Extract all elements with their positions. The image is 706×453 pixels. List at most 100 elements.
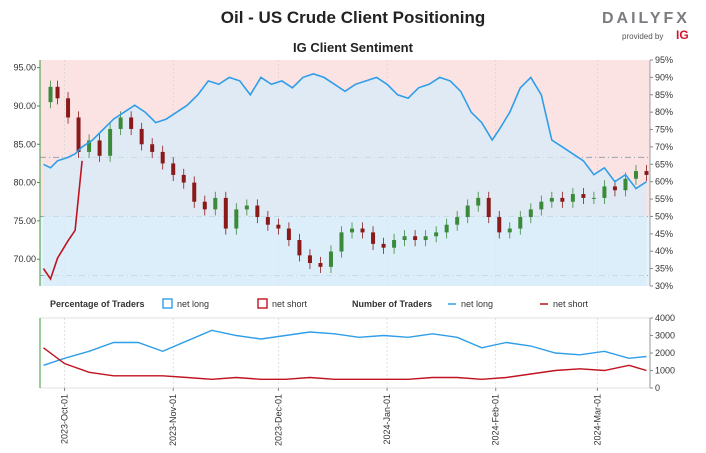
price-candle	[518, 217, 523, 229]
right-tick-label: 70%	[655, 142, 673, 152]
price-candle	[623, 178, 628, 191]
left-tick-label: 80.00	[13, 178, 36, 188]
legend-pct-short-swatch	[257, 298, 268, 309]
logo-fx: FX	[663, 10, 690, 27]
logo-ig: IG	[676, 28, 689, 42]
left-tick-label: 75.00	[13, 216, 36, 226]
legend-pct-title: Percentage of Traders	[50, 299, 145, 309]
price-candle	[276, 224, 281, 229]
price-candle	[286, 228, 291, 241]
right-tick-label: 95%	[655, 55, 673, 65]
price-candle	[465, 205, 470, 218]
price-candle	[602, 186, 607, 198]
bottom-right-tick-label: 1000	[655, 366, 675, 376]
price-candle	[244, 205, 249, 210]
right-tick-label: 45%	[655, 229, 673, 239]
price-candle	[265, 217, 270, 225]
bottom-right-tick-label: 4000	[655, 313, 675, 323]
bottom-right-tick-label: 2000	[655, 348, 675, 358]
legend-num-short-label: net short	[553, 299, 589, 309]
price-candle	[360, 228, 365, 233]
net-long-pct-area	[43, 73, 647, 287]
price-candle	[507, 228, 512, 233]
price-candle	[76, 117, 81, 152]
right-tick-label: 55%	[655, 194, 673, 204]
price-candle	[307, 255, 312, 264]
legend-pct-long-label: net long	[177, 299, 209, 309]
right-tick-label: 75%	[655, 125, 673, 135]
price-candle	[223, 197, 228, 229]
right-tick-label: 90%	[655, 72, 673, 82]
price-candle	[371, 232, 376, 244]
num-short-line	[43, 347, 647, 381]
price-candle	[297, 240, 302, 256]
x-tick-label: 2023-Nov-01	[168, 394, 178, 446]
price-candle	[318, 263, 323, 267]
x-tick-label: 2024-Jan-01	[382, 394, 392, 445]
bottom-right-tick-label: 3000	[655, 331, 675, 341]
price-candle	[423, 236, 428, 241]
price-candle	[581, 194, 586, 198]
price-candle	[328, 251, 333, 267]
legend-num-long-label: net long	[461, 299, 493, 309]
left-tick-label: 95.00	[13, 63, 36, 73]
price-candle	[213, 197, 218, 210]
legend-num-title: Number of Traders	[352, 299, 432, 309]
right-tick-label: 35%	[655, 264, 673, 274]
price-candle	[392, 240, 397, 248]
price-candle	[497, 217, 502, 233]
left-tick-label: 90.00	[13, 101, 36, 111]
chart-title: Oil - US Crude Client Positioning	[220, 8, 486, 27]
price-candle	[381, 243, 386, 248]
price-candle	[549, 197, 554, 202]
x-tick-label: 2024-Mar-01	[592, 394, 602, 446]
price-candle	[139, 128, 144, 145]
right-tick-label: 80%	[655, 107, 673, 117]
left-tick-label: 70.00	[13, 254, 36, 264]
price-candle	[87, 140, 92, 152]
price-candle	[560, 197, 565, 202]
num-long-line	[43, 329, 647, 366]
price-candle	[591, 197, 596, 199]
price-candle	[97, 140, 102, 156]
price-candle	[150, 144, 155, 152]
price-candle	[350, 228, 355, 233]
dailyfx-logo: DAILYFX provided by IG	[600, 10, 696, 44]
price-candle	[528, 209, 533, 218]
price-candle	[633, 171, 638, 179]
right-tick-label: 40%	[655, 246, 673, 256]
price-candle	[234, 209, 239, 229]
net-short-pct-line	[42, 160, 83, 281]
price-candle	[413, 236, 418, 241]
left-tick-label: 85.00	[13, 139, 36, 149]
x-tick-label: 2023-Oct-01	[60, 394, 70, 444]
price-candle	[160, 151, 165, 164]
legend-pct-short-label: net short	[272, 299, 308, 309]
logo-wordmark: DAILYFX	[602, 10, 690, 28]
price-candle	[48, 86, 53, 103]
price-candle	[539, 201, 544, 210]
price-candle	[129, 117, 134, 129]
price-candle	[644, 171, 649, 175]
price-candle	[486, 197, 491, 218]
net-long-pct-line	[43, 73, 647, 190]
price-candle	[66, 98, 71, 118]
chart-subtitle: IG Client Sentiment	[293, 40, 413, 55]
right-tick-label: 50%	[655, 211, 673, 221]
price-candle	[55, 86, 60, 99]
price-candle	[570, 194, 575, 202]
right-tick-label: 65%	[655, 159, 673, 169]
price-candle	[202, 201, 207, 210]
bottom-right-tick-label: 0	[655, 383, 660, 393]
x-tick-label: 2023-Dec-01	[273, 394, 283, 446]
right-tick-label: 60%	[655, 177, 673, 187]
legend-pct-long-swatch	[162, 298, 173, 309]
price-candle	[476, 197, 481, 206]
logo-provided-by: provided by	[622, 32, 664, 41]
price-candle	[444, 224, 449, 233]
right-tick-label: 30%	[655, 281, 673, 291]
right-tick-label: 85%	[655, 90, 673, 100]
logo-daily: DAILY	[602, 10, 664, 27]
x-tick-label: 2024-Feb-01	[491, 394, 501, 446]
price-candle	[455, 217, 460, 225]
